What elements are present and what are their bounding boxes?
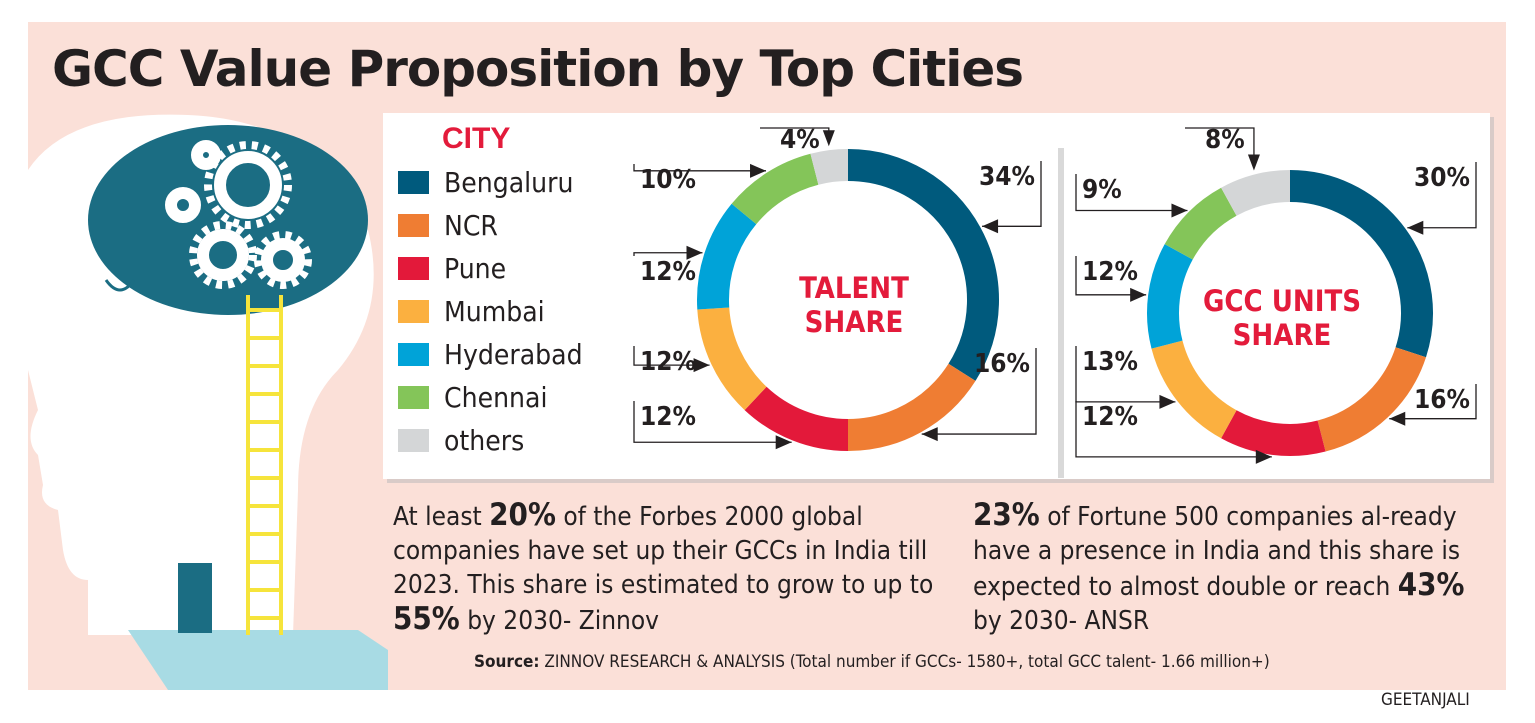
arrow-icon [1171, 203, 1188, 218]
right-note: 23% of Fortune 500 companies al-ready ha… [973, 497, 1465, 636]
legend-label: Chennai [444, 381, 548, 414]
floor [128, 630, 388, 690]
arrow-icon [1130, 287, 1147, 302]
arrow-icon [1407, 220, 1424, 235]
data-label: 30% [1414, 163, 1470, 193]
arrow-icon [686, 245, 703, 260]
arrow-icon [775, 435, 792, 450]
leader-line [633, 164, 767, 172]
leader-line [1075, 401, 1272, 458]
donut-segment-others [810, 149, 849, 185]
donut-segment-chennai [731, 153, 819, 225]
data-label: 16% [974, 349, 1030, 379]
arrow-icon [982, 219, 999, 234]
legend-swatch [398, 300, 429, 323]
legend-item: NCR [398, 209, 498, 242]
divider [1058, 148, 1064, 478]
leader-line [921, 348, 1037, 435]
page-title: GCC Value Proposition by Top Cities [52, 40, 1024, 98]
donut-segment-chennai [1164, 187, 1237, 260]
gear-icon [197, 229, 249, 281]
data-label: 12% [640, 257, 696, 287]
legend-item: others [398, 424, 524, 457]
data-label: 16% [1414, 385, 1470, 415]
arrow-icon [1389, 411, 1406, 426]
leader-line [1075, 174, 1188, 212]
ladder-icon [246, 295, 283, 635]
legend-swatch [398, 214, 429, 237]
eye-icon [104, 279, 136, 292]
donut-segment-mumbai [697, 307, 767, 411]
leader-line [1407, 162, 1477, 229]
arrow-icon [1247, 154, 1260, 171]
leader-line [1389, 384, 1477, 420]
source-line: Source: ZINNOV RESEARCH & ANALYSIS (Tota… [474, 652, 1270, 672]
donut-segment-hyderabad [1147, 244, 1193, 349]
gear-icon [165, 187, 201, 223]
donut-segment-ncr [1317, 346, 1426, 452]
legend-label: Hyderabad [444, 338, 583, 371]
donut-segment-ncr [847, 363, 976, 451]
data-label: 12% [1082, 257, 1138, 287]
legend-swatch [398, 257, 429, 280]
donut-segment-hyderabad [697, 203, 757, 310]
donut-center-title: GCC UNITS [1203, 284, 1361, 318]
legend-label: NCR [444, 209, 498, 242]
left-note: At least 20% of the Forbes 2000 global c… [393, 497, 934, 637]
donut-center-title: SHARE [805, 305, 904, 339]
donut-segment-pune [1221, 410, 1326, 456]
legend-label: Bengaluru [444, 166, 574, 199]
arrow-icon [1159, 394, 1176, 409]
donut-segment-mumbai [1151, 340, 1237, 439]
arrow-icon [921, 427, 938, 442]
arrow-icon [693, 358, 710, 373]
donut-segment-others [1221, 170, 1291, 216]
gear-icon [261, 238, 305, 282]
legend-item: Bengaluru [398, 166, 573, 199]
legend-item: Hyderabad [398, 338, 583, 371]
arrow-icon [750, 163, 767, 178]
data-label: 13% [1082, 347, 1138, 377]
legend-swatch [398, 343, 429, 366]
data-label: 9% [1082, 175, 1122, 205]
head-illustration [28, 114, 388, 690]
data-label: 8% [1205, 125, 1245, 155]
legend-swatch [398, 429, 429, 452]
door-icon [178, 563, 212, 633]
leader-line [1185, 127, 1255, 165]
donut-segment-bengaluru [847, 149, 999, 381]
legend-swatch [398, 171, 429, 194]
leader-line [633, 252, 703, 256]
credit: GEETANJALI [1381, 690, 1470, 710]
legend-item: Pune [398, 252, 506, 285]
gear-icon [191, 140, 221, 170]
leader-line [1075, 346, 1176, 403]
leader-line [633, 401, 792, 443]
data-label: 4% [780, 125, 820, 155]
leader-line [982, 161, 1042, 227]
donut-segment-pune [744, 386, 849, 451]
legend-item: Chennai [398, 381, 547, 414]
data-label: 12% [1082, 402, 1138, 432]
legend-label: Mumbai [444, 295, 545, 328]
leader-line [1075, 256, 1147, 296]
legend-label: others [444, 424, 525, 457]
arrow-icon [1255, 449, 1272, 464]
legend-label: Pune [444, 252, 507, 285]
gear-icon [214, 151, 282, 219]
donut-center-title: TALENT [799, 271, 909, 305]
legend-title: CITY [442, 122, 511, 155]
arrow-icon [822, 130, 835, 147]
donut-center-title: SHARE [1233, 318, 1332, 352]
legend-item: Mumbai [398, 295, 545, 328]
legend-swatch [398, 386, 429, 409]
data-label: 10% [640, 165, 696, 195]
leader-line [633, 346, 710, 366]
data-label: 12% [640, 402, 696, 432]
data-label: 34% [979, 162, 1035, 192]
donut-segment-bengaluru [1289, 170, 1433, 358]
data-label: 12% [640, 347, 696, 377]
